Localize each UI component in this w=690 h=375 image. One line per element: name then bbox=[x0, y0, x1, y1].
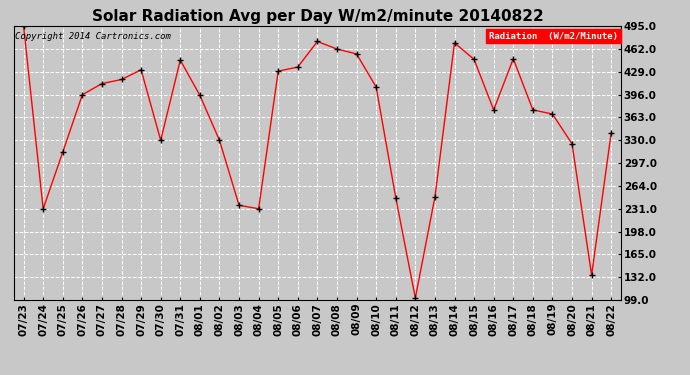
Text: Radiation  (W/m2/Minute): Radiation (W/m2/Minute) bbox=[489, 32, 618, 41]
Text: Copyright 2014 Cartronics.com: Copyright 2014 Cartronics.com bbox=[15, 32, 171, 41]
Title: Solar Radiation Avg per Day W/m2/minute 20140822: Solar Radiation Avg per Day W/m2/minute … bbox=[92, 9, 543, 24]
